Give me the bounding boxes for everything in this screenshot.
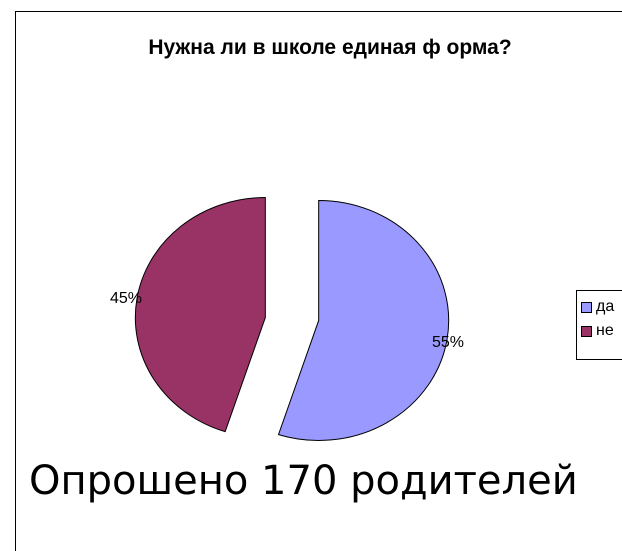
legend-swatch-ne: [581, 325, 592, 337]
chart-frame: [15, 11, 622, 551]
slice-label-da: 55%: [432, 334, 465, 351]
legend-label-da: да: [596, 298, 615, 315]
slice-label-ne: 45%: [110, 290, 143, 307]
chart-title: Нужна ли в школе единая ф орма?: [148, 36, 512, 59]
legend-swatch-da: [581, 301, 592, 313]
survey-caption: Опрошено 170 родителей: [29, 458, 578, 504]
legend-item-da: да: [581, 297, 614, 317]
pie-slice-ne: [134, 197, 266, 433]
legend: да не: [576, 290, 622, 360]
legend-label-ne: не: [596, 322, 614, 339]
legend-item-ne: не: [581, 321, 614, 341]
pie-slice-da: [277, 199, 450, 441]
